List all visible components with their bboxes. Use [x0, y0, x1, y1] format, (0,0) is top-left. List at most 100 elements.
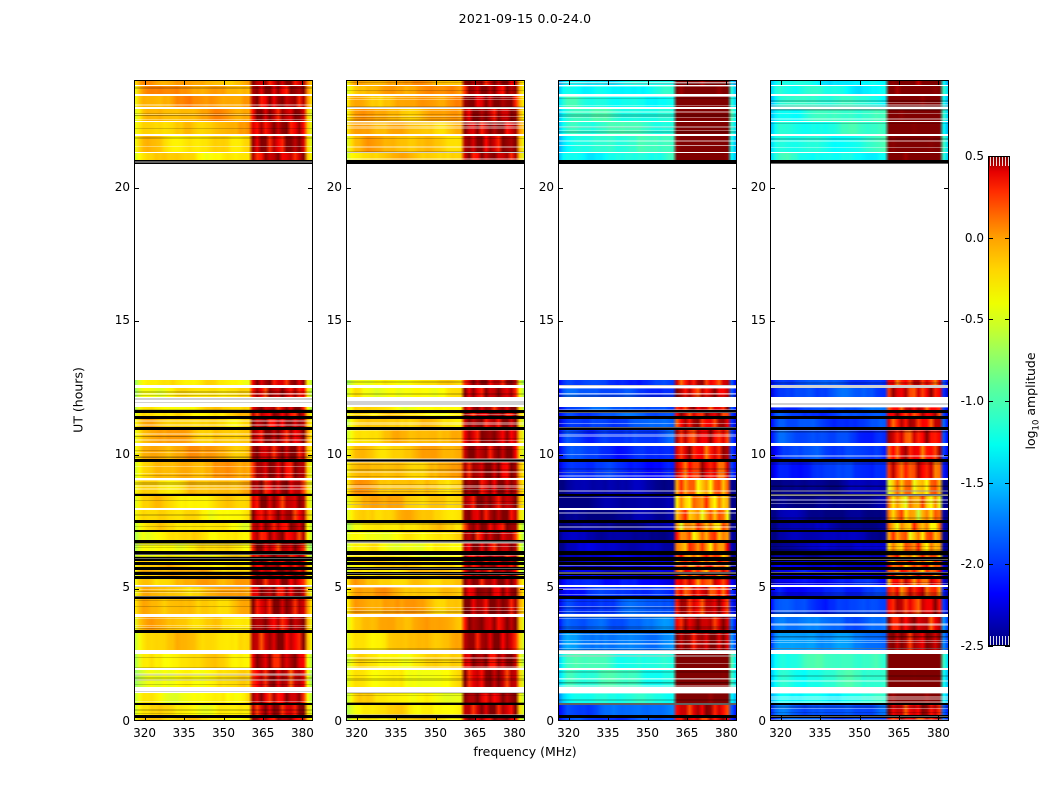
- scanline-overlay: [347, 109, 524, 111]
- data-row: [771, 153, 948, 160]
- scanline-overlay: [347, 490, 524, 493]
- data-row: [135, 632, 312, 650]
- data-row: [559, 418, 736, 427]
- scanline-overlay: [135, 419, 312, 422]
- flagged-row: [771, 540, 948, 544]
- flagged-row: [135, 571, 312, 575]
- y-tick-mark: [944, 321, 948, 323]
- data-row: [135, 560, 312, 563]
- y-tick-mark: [308, 588, 312, 590]
- scanline-overlay: [771, 640, 948, 642]
- scanline-overlay: [771, 463, 948, 466]
- scanline-overlay: [347, 503, 524, 505]
- scanline-overlay: [559, 114, 736, 117]
- scanline-overlay: [559, 655, 736, 657]
- scanline-overlay: [135, 136, 312, 139]
- flagged-row: [559, 540, 736, 544]
- scanline-overlay: [771, 381, 948, 384]
- scanline-overlay: [347, 695, 524, 697]
- data-row: [559, 705, 736, 715]
- colorbar-tick-label: 0.5: [964, 149, 984, 163]
- flagged-row: [347, 567, 524, 571]
- scanline-overlay: [559, 691, 736, 694]
- scanline-overlay: [135, 679, 312, 682]
- scanline-overlay: [559, 617, 736, 619]
- y-tick-mark: [944, 454, 948, 456]
- data-row: [559, 153, 736, 160]
- colorbar-tick-mark: [988, 646, 993, 647]
- x-tick-label: 365: [675, 726, 699, 740]
- data-row: [347, 509, 524, 521]
- x-tick-mark: [301, 81, 303, 85]
- x-tick-label: 380: [715, 726, 738, 740]
- scanline-overlay: [347, 483, 524, 486]
- scanline-overlay: [771, 641, 948, 643]
- x-tick-label: 350: [848, 726, 871, 740]
- scanline-overlay: [135, 395, 312, 396]
- scanline-overlay: [135, 113, 312, 114]
- scanline-overlay: [347, 489, 524, 491]
- data-row: [771, 587, 948, 597]
- scanline-overlay: [559, 513, 736, 515]
- x-tick-label: 380: [291, 726, 314, 740]
- data-row: [347, 599, 524, 614]
- data-row: [771, 96, 948, 108]
- scanline-overlay: [559, 611, 736, 613]
- scanline-overlay: [771, 648, 948, 649]
- scanline-overlay: [135, 113, 312, 115]
- plot-area: [559, 81, 736, 720]
- x-tick-mark: [223, 81, 225, 85]
- data-row: [771, 135, 948, 152]
- scanline-overlay: [347, 126, 524, 129]
- scanline-overlay: [771, 636, 948, 638]
- scanline-overlay: [559, 412, 736, 414]
- scanline-overlay: [559, 702, 736, 705]
- data-row: [135, 153, 312, 160]
- data-row: [347, 692, 524, 704]
- x-tick-mark: [184, 81, 186, 85]
- scanline-overlay: [771, 571, 948, 573]
- scanline-overlay: [771, 701, 948, 704]
- flagged-row: [135, 567, 312, 571]
- y-tick-mark: [944, 588, 948, 590]
- data-row: [771, 429, 948, 443]
- y-tick-label: 0: [122, 714, 130, 728]
- scanline-overlay: [559, 394, 736, 397]
- flagged-row: [559, 493, 736, 497]
- colorbar-tick-label: -1.0: [960, 394, 984, 408]
- scanline-overlay: [559, 647, 736, 649]
- data-row: [559, 122, 736, 134]
- data-row: [347, 387, 524, 397]
- scanline-overlay: [347, 152, 524, 154]
- data-row: [559, 96, 736, 108]
- scanline-overlay: [771, 581, 948, 583]
- scanline-overlay: [771, 146, 948, 149]
- data-row: [559, 135, 736, 152]
- y-tick-mark: [771, 588, 775, 590]
- x-tick-mark: [898, 81, 900, 85]
- data-row: [347, 445, 524, 459]
- scanline-overlay: [559, 600, 736, 602]
- data-row: [347, 554, 524, 557]
- x-tick-mark: [569, 716, 571, 720]
- scanline-overlay: [559, 655, 736, 657]
- scanline-overlay: [135, 479, 312, 482]
- colorbar-tick-mark: [1005, 646, 1010, 647]
- scanline-overlay: [135, 677, 312, 679]
- scanline-overlay: [771, 680, 948, 682]
- scanline-overlay: [559, 633, 736, 635]
- y-tick-mark: [771, 454, 775, 456]
- scanline-overlay: [771, 108, 948, 111]
- data-row: [559, 616, 736, 631]
- scanline-overlay: [347, 448, 524, 450]
- x-tick-mark: [781, 81, 783, 85]
- data-row: [771, 692, 948, 704]
- scanline-overlay: [135, 585, 312, 587]
- flagged-row: [559, 159, 736, 164]
- data-row: [559, 653, 736, 669]
- scanline-overlay: [347, 610, 524, 612]
- scanline-overlay: [347, 122, 524, 125]
- flagged-row: [135, 520, 312, 523]
- scanline-overlay: [771, 499, 948, 502]
- data-row: [347, 461, 524, 478]
